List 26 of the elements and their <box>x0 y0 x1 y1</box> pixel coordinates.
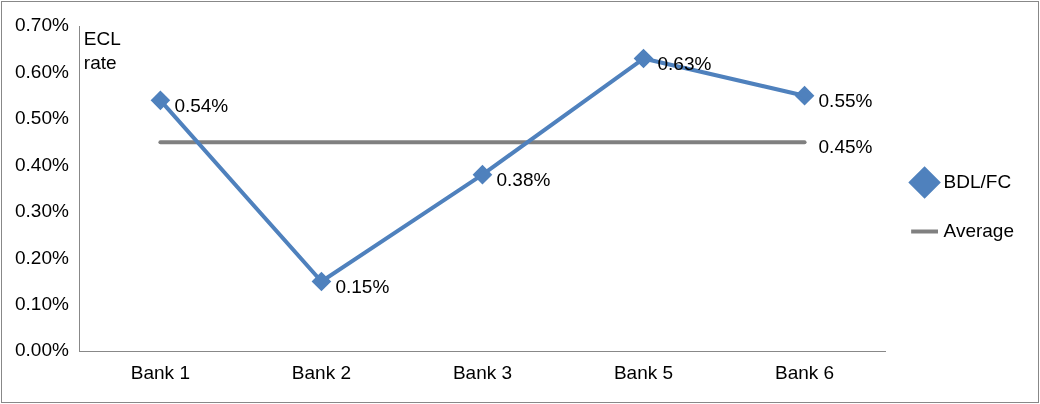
point <box>151 91 170 110</box>
y-tick-label: 0.60% <box>15 60 69 82</box>
data-label: 0.45% <box>818 136 873 158</box>
point <box>312 272 331 291</box>
y-tick-label: 0.40% <box>15 153 69 175</box>
legend-label: BDL/FC <box>943 170 1012 192</box>
data-label: 0.15% <box>335 275 390 297</box>
y-tick-label: 0.30% <box>15 200 69 222</box>
data-label: 0.54% <box>174 94 229 116</box>
y-tick-label: 0.00% <box>15 339 69 361</box>
data-label: 0.55% <box>818 89 873 111</box>
point <box>634 49 653 68</box>
x-tick-label: Bank 5 <box>613 361 674 383</box>
y-tick-label: 0.10% <box>15 292 69 314</box>
x-tick-label: Bank 2 <box>291 361 352 383</box>
x-tick-label: Bank 6 <box>774 361 835 383</box>
point <box>795 86 814 105</box>
legend-label: Average <box>943 219 1015 241</box>
y-tick-label: 0.20% <box>15 246 69 268</box>
y-tick-label: 0.50% <box>15 107 69 129</box>
y-tick-label: 0.70% <box>15 14 69 36</box>
y-axis-title: ECL rate <box>83 27 121 73</box>
data-label: 0.38% <box>496 168 551 190</box>
point <box>473 165 492 184</box>
x-tick-label: Bank 1 <box>130 361 190 383</box>
x-tick-label: Bank 3 <box>452 361 513 383</box>
